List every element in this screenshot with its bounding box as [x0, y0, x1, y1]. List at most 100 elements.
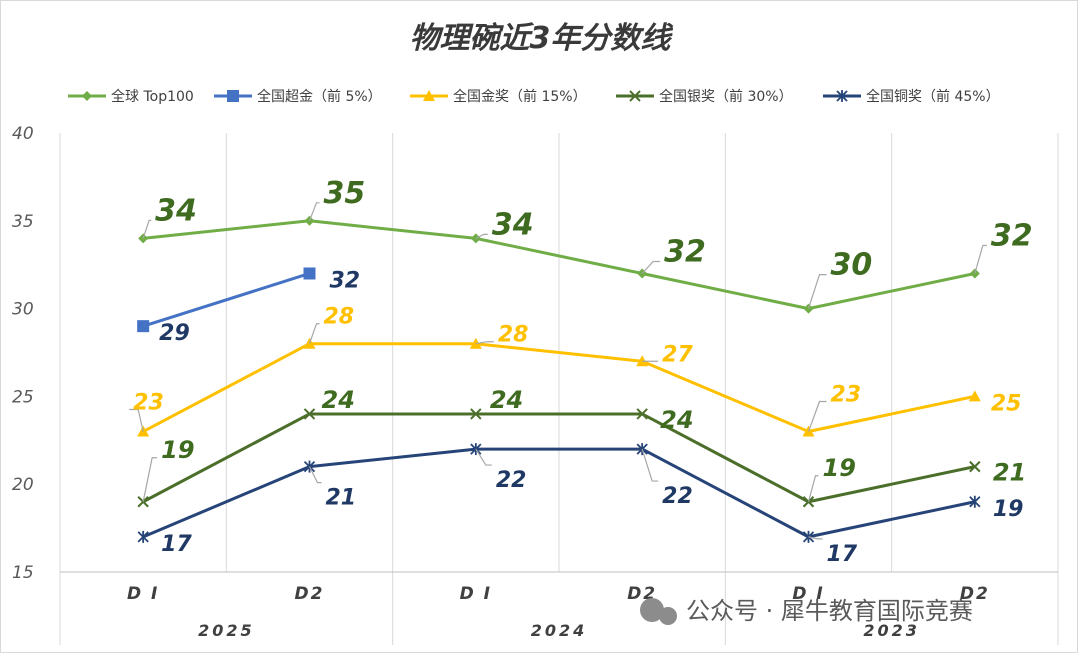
data-label: 30 [831, 248, 873, 283]
series-1: 29 32 [137, 267, 360, 346]
series-line [142, 272, 310, 328]
data-label: 17 [827, 542, 858, 567]
watermark: 公众号 · 犀牛教育国际竞赛 [640, 597, 973, 625]
data-label: 27 [662, 342, 693, 367]
grid [59, 133, 1059, 645]
data-label: 29 [159, 321, 190, 346]
data-point [227, 90, 239, 102]
data-label: 35 [324, 176, 366, 211]
leader-line [807, 475, 819, 502]
leader-line [308, 202, 320, 222]
leader-line [807, 274, 827, 309]
series-3: 19 24 24 24 19 21 [137, 386, 1026, 508]
data-label: 21 [993, 459, 1026, 487]
leader-line [142, 219, 152, 239]
data-label: 28 [324, 305, 355, 330]
legend-item: 全国金奖（前 15%） [410, 88, 587, 105]
legend-item: 全球 Top100 [68, 88, 194, 105]
data-label: 34 [492, 207, 534, 242]
series-line [142, 447, 976, 539]
data-point [137, 530, 149, 543]
x-tick-label: D2 [960, 584, 990, 604]
leader-line [475, 233, 488, 239]
data-label: 32 [664, 234, 706, 269]
x-group-label: 2023 [863, 621, 920, 640]
leader-line [129, 408, 144, 432]
data-label: 23 [831, 383, 862, 408]
series-line [142, 342, 976, 434]
leader-line [807, 400, 827, 432]
series-4: 17 21 22 22 17 19 [137, 443, 1024, 567]
leader-line [308, 466, 322, 484]
data-point [303, 267, 316, 280]
leader-line [142, 457, 158, 502]
data-label: 32 [330, 268, 361, 293]
x-group-label: 2025 [198, 621, 255, 640]
leader-line [475, 448, 492, 466]
data-label: 19 [823, 454, 856, 482]
y-tick-label: 30 [12, 300, 34, 320]
data-point [137, 320, 150, 333]
series-line [143, 219, 976, 311]
legend-item: 全国银奖（前 30%） [616, 88, 793, 105]
y-tick-label: 40 [12, 124, 34, 144]
data-label: 19 [993, 497, 1024, 522]
data-label: 34 [155, 193, 197, 228]
wechat-icon-small [659, 607, 677, 625]
data-label: 24 [490, 386, 523, 414]
legend-item: 全国超金（前 5%） [214, 88, 382, 105]
data-point [968, 390, 981, 402]
data-label: 24 [660, 406, 693, 434]
data-label: 17 [161, 532, 192, 557]
x-tick-label: D I [460, 584, 492, 604]
series-group: 34 35 34 32 30 32 29 32 23 28 28 27 23 25 19 24 24 24 19 21… [129, 176, 1033, 567]
data-point [969, 495, 981, 508]
data-label: 32 [991, 218, 1033, 253]
y-tick-label: 20 [12, 475, 34, 495]
y-tick-label: 25 [12, 387, 34, 407]
leader-line [308, 323, 320, 344]
wechat-icon [640, 598, 664, 622]
y-tick-label: 15 [12, 563, 34, 583]
legend-item: 全国铜奖（前 45%） [823, 88, 1000, 105]
legend-label: 全国银奖（前 30%） [659, 88, 793, 105]
data-point [423, 90, 435, 101]
legend-label: 全国铜奖（前 45%） [866, 88, 1000, 105]
data-point [836, 90, 848, 102]
x-tick-label: D I [792, 584, 824, 604]
data-point [636, 408, 648, 420]
data-label: 23 [133, 391, 164, 416]
leader-line [641, 448, 659, 482]
y-tick-label: 35 [12, 212, 34, 232]
leader-line [641, 260, 661, 274]
legend: 全球 Top100 全国超金（前 5%） 全国金奖（前 15%） 全国银奖（前 30%… [68, 88, 1000, 105]
data-label: 19 [161, 436, 194, 464]
x-tick-label: D2 [295, 584, 325, 604]
chart-title: 物理碗近3年分数线 [410, 21, 675, 56]
series-0: 34 35 34 32 30 32 [138, 176, 1033, 314]
leader-line [475, 341, 494, 345]
watermark-text: 公众号 · 犀牛教育国际竞赛 [686, 597, 973, 625]
data-point [470, 408, 482, 420]
data-point [303, 408, 316, 420]
data-label: 25 [991, 391, 1022, 416]
leader-line [808, 536, 823, 540]
legend-label: 全国超金（前 5%） [257, 88, 382, 105]
x-tick-label: D I [127, 584, 159, 604]
data-point [969, 460, 981, 473]
data-label: 22 [496, 468, 527, 493]
data-label: 22 [662, 484, 693, 509]
data-point [629, 90, 641, 102]
data-point [82, 91, 92, 101]
data-label: 21 [326, 486, 357, 511]
legend-label: 全球 Top100 [111, 88, 194, 105]
data-label: 28 [498, 323, 529, 348]
series-2: 23 28 28 27 23 25 [129, 305, 1021, 437]
series-line [142, 412, 976, 504]
data-label: 24 [322, 386, 355, 414]
data-point [470, 443, 482, 456]
leader-line [974, 244, 987, 274]
